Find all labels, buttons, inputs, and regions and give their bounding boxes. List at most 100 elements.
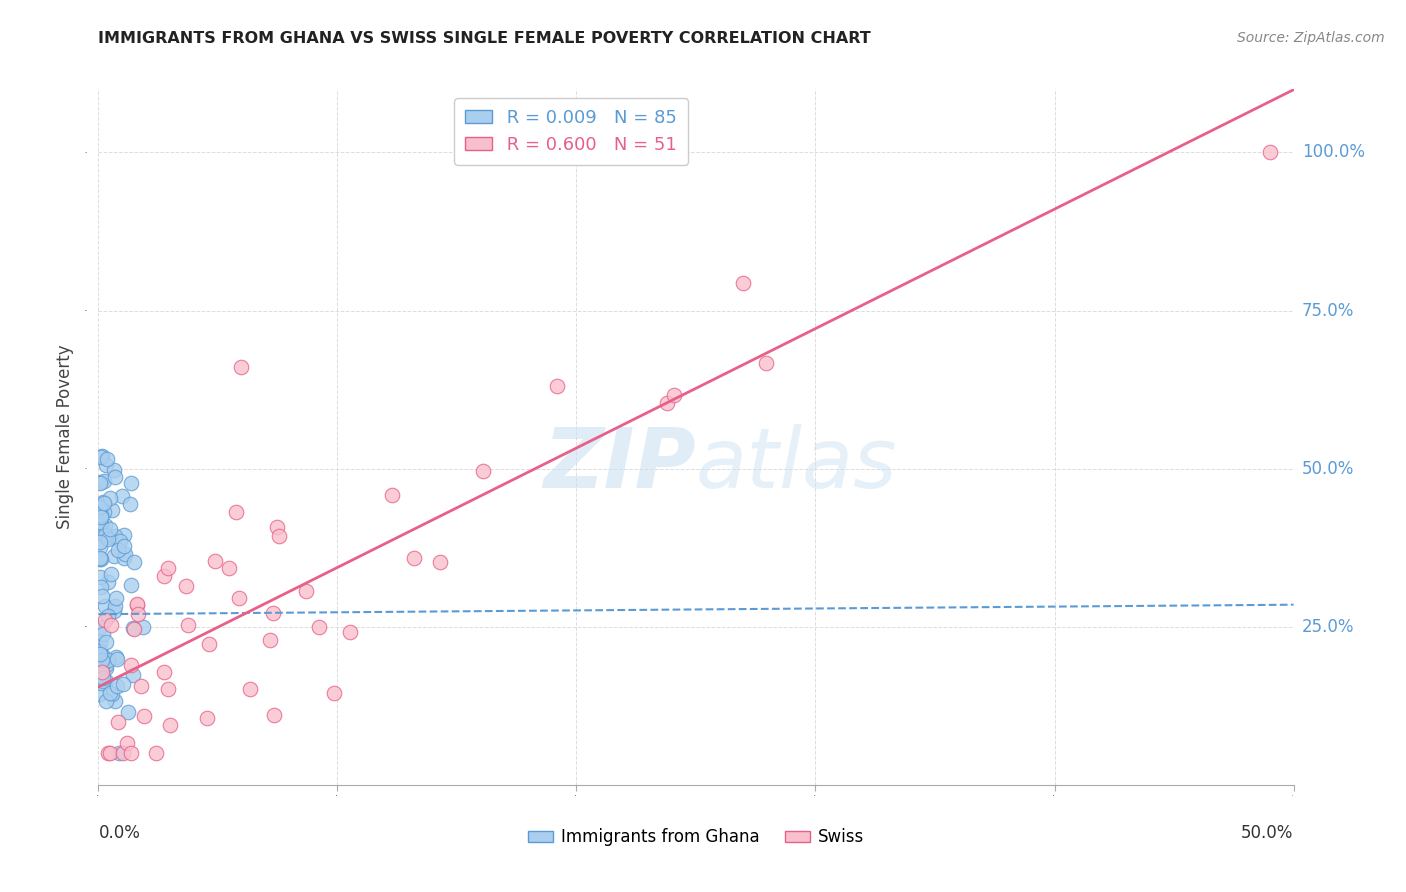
- Point: [90, 676, 112, 690]
- Point: [429, 555, 451, 569]
- Text: 25.0%: 25.0%: [1302, 618, 1354, 636]
- Point: [105, 652, 128, 666]
- Point: [103, 549, 125, 563]
- Point: [110, 533, 132, 548]
- Y-axis label: Single Female Poverty: Single Female Poverty: [56, 345, 73, 529]
- Point: [89, 500, 111, 515]
- Point: [103, 605, 125, 619]
- Point: [263, 708, 285, 723]
- Point: [731, 276, 754, 290]
- Text: 0.0%: 0.0%: [98, 824, 141, 842]
- Point: [91, 665, 114, 679]
- Point: [90, 516, 112, 531]
- Point: [112, 677, 135, 691]
- Point: [153, 665, 176, 680]
- Point: [262, 606, 284, 620]
- Point: [93, 671, 115, 685]
- Point: [90, 589, 112, 603]
- Point: [156, 681, 179, 696]
- Point: [122, 622, 145, 636]
- Point: [96, 452, 118, 467]
- Point: [239, 681, 262, 696]
- Point: [204, 554, 226, 568]
- Point: [122, 555, 145, 569]
- Point: [104, 694, 127, 708]
- Point: [91, 673, 114, 688]
- Point: [308, 620, 330, 634]
- Point: [132, 620, 155, 634]
- Point: [225, 505, 247, 519]
- Point: [322, 686, 344, 700]
- Point: [89, 635, 111, 649]
- Point: [98, 530, 121, 544]
- Point: [120, 747, 142, 761]
- Point: [404, 550, 426, 565]
- Text: atlas: atlas: [696, 425, 897, 506]
- Point: [97, 608, 120, 623]
- Point: [104, 591, 127, 605]
- Point: [121, 668, 143, 682]
- Point: [129, 679, 152, 693]
- Point: [94, 458, 117, 472]
- Text: 50.0%: 50.0%: [1241, 824, 1294, 842]
- Point: [112, 539, 135, 553]
- Point: [127, 607, 149, 622]
- Point: [97, 653, 120, 667]
- Point: [97, 532, 120, 546]
- Point: [112, 747, 135, 761]
- Text: IMMIGRANTS FROM GHANA VS SWISS SINGLE FEMALE POVERTY CORRELATION CHART: IMMIGRANTS FROM GHANA VS SWISS SINGLE FE…: [98, 31, 872, 46]
- Point: [104, 650, 127, 665]
- Point: [655, 396, 678, 410]
- Point: [89, 570, 111, 584]
- Point: [104, 599, 127, 613]
- Text: ZIP: ZIP: [543, 425, 696, 506]
- Point: [114, 547, 136, 561]
- Point: [218, 561, 240, 575]
- Point: [269, 529, 291, 543]
- Point: [90, 508, 112, 523]
- Point: [266, 520, 288, 534]
- Point: [94, 673, 117, 688]
- Point: [89, 504, 111, 518]
- Point: [90, 580, 112, 594]
- Point: [295, 583, 318, 598]
- Point: [132, 709, 155, 723]
- Point: [228, 591, 250, 606]
- Point: [93, 475, 115, 489]
- Point: [89, 476, 111, 491]
- Point: [96, 747, 118, 761]
- Point: [91, 495, 114, 509]
- Point: [89, 644, 111, 658]
- Point: [339, 624, 361, 639]
- Point: [89, 515, 111, 529]
- Point: [91, 648, 114, 663]
- Point: [120, 577, 142, 591]
- Point: [100, 686, 122, 700]
- Point: [96, 661, 118, 675]
- Point: [94, 635, 117, 649]
- Point: [105, 679, 128, 693]
- Point: [122, 621, 145, 635]
- Point: [90, 450, 112, 465]
- Point: [472, 464, 495, 478]
- Point: [156, 561, 179, 575]
- Point: [127, 597, 149, 611]
- Point: [90, 449, 112, 463]
- Point: [111, 489, 134, 503]
- Point: [94, 694, 117, 708]
- Point: [94, 517, 117, 532]
- Point: [107, 714, 129, 729]
- Point: [89, 620, 111, 634]
- Point: [755, 355, 778, 369]
- Point: [97, 574, 120, 589]
- Point: [90, 475, 112, 489]
- Point: [101, 503, 124, 517]
- Point: [112, 551, 135, 566]
- Point: [153, 568, 176, 582]
- Point: [112, 528, 135, 542]
- Point: [381, 488, 404, 502]
- Point: [89, 528, 111, 542]
- Point: [177, 618, 200, 632]
- Point: [229, 360, 252, 375]
- Point: [93, 505, 115, 519]
